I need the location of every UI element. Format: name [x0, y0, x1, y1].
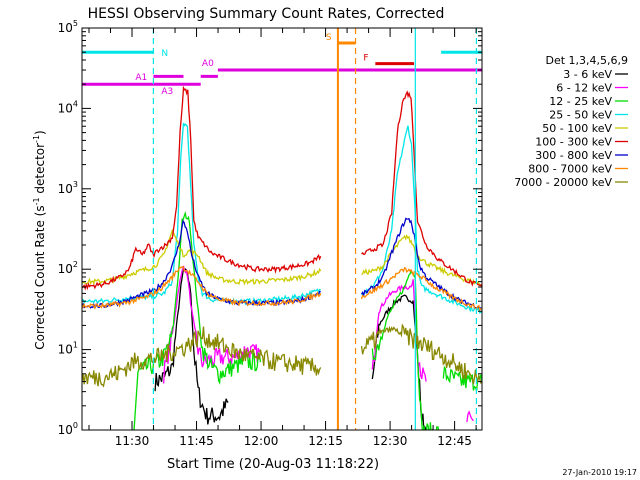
series-layer — [82, 85, 482, 430]
y-axis-label-part: Corrected Count Rate (s — [33, 205, 47, 349]
series-line — [361, 234, 482, 287]
x-tick-label: 12:15 — [308, 434, 343, 448]
legend-label: 12 - 25 keV — [549, 95, 612, 108]
flag-label: A0 — [202, 59, 214, 69]
axis-layer: 11:30 11:45 12:00 12:15 12:30 12:45 100 101 102 1… — [58, 19, 483, 448]
legend-label: 300 - 800 keV — [535, 149, 612, 162]
series-line — [82, 122, 321, 306]
x-tick-label: 12:00 — [244, 434, 279, 448]
y-tick-label: 105 — [58, 19, 78, 35]
y-tick-label: 102 — [58, 260, 78, 276]
series-line — [82, 85, 322, 291]
legend-label: 50 - 100 keV — [542, 122, 612, 135]
flag-label: N — [161, 49, 168, 59]
chart-title: HESSI Observing Summary Count Rates, Cor… — [88, 6, 445, 22]
footer-timestamp: 27-Jan-2010 19:17 — [562, 468, 637, 477]
y-axis-label-part: -1 — [32, 135, 41, 143]
legend-label: 3 - 6 keV — [563, 68, 612, 81]
legend-label: 6 - 12 keV — [556, 82, 612, 95]
series-line — [361, 90, 482, 288]
y-axis-label-part: ) — [33, 130, 47, 135]
y-axis-label: Corrected Count Rate (s-1 detector-1) — [32, 130, 47, 349]
y-tick-label: 104 — [58, 99, 78, 115]
legend-label: 7000 - 20000 keV — [514, 176, 612, 189]
flag-label: F — [363, 54, 368, 64]
legend-label: 25 - 50 keV — [549, 109, 612, 122]
y-axis-label-part: detector — [33, 143, 47, 198]
flag-label: A1 — [135, 73, 147, 83]
plot-frame — [81, 27, 483, 431]
x-tick-label: 11:45 — [179, 434, 214, 448]
x-axis-label: Start Time (20-Aug-03 11:18:22) — [167, 457, 379, 472]
series-line — [466, 410, 474, 423]
series-line — [360, 266, 482, 312]
series-line — [82, 326, 322, 388]
x-tick-label: 12:45 — [437, 434, 472, 448]
x-tick-label: 11:30 — [115, 434, 150, 448]
series-line — [82, 228, 322, 286]
x-tick-label: 12:30 — [373, 434, 408, 448]
legend-header: Det 1,3,4,5,6,9 — [545, 54, 628, 67]
y-tick-label: 103 — [58, 180, 78, 196]
series-line — [371, 269, 440, 430]
svg-text:Corrected Count Rate (s-1 dete: Corrected Count Rate (s-1 detector-1) — [32, 130, 47, 349]
series-line — [360, 323, 482, 385]
series-line — [361, 125, 482, 314]
series-line — [82, 265, 322, 310]
flag-label: S — [326, 33, 332, 43]
series-line — [133, 210, 262, 430]
series-line — [163, 265, 262, 384]
marker-layer: N A1 A3 A0 S F — [82, 28, 482, 430]
legend-label: 800 - 7000 keV — [528, 163, 612, 176]
series-line — [82, 219, 321, 309]
y-axis-label-part: -1 — [32, 197, 41, 205]
y-tick-label: 100 — [58, 421, 78, 437]
legend-label: 100 - 300 keV — [535, 136, 612, 149]
flag-label: A3 — [161, 87, 173, 97]
y-tick-label: 101 — [58, 341, 78, 357]
